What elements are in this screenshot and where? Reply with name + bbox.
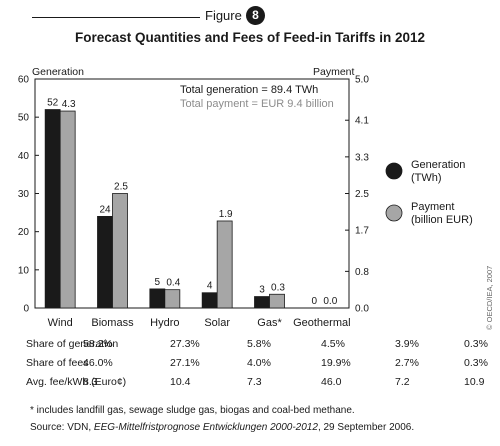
stats-cell: 27.1% [170,357,200,369]
bar-generation [254,296,270,309]
source-title: EEG-Mittelfristprognose Entwicklungen 20… [93,422,318,433]
bar-generation [97,215,113,309]
category-label: Wind [48,317,73,329]
bar-label-payment: 2.5 [114,182,128,193]
stats-row-label: Share of generation [26,338,119,350]
stats-cell: 3.9% [395,338,419,350]
bar-label-payment: 0.4 [166,278,180,289]
stats-cell: 19.9% [321,357,351,369]
total-generation-annotation: Total generation = 89.4 TWh [180,84,318,96]
chart: 01020304050600.00.81.72.53.34.15.0Genera… [18,66,473,329]
bar-label-generation: 3 [259,285,265,296]
left-tick-label: 20 [18,227,30,238]
legend-unit-payment: (billion EUR) [411,214,473,226]
bar-label-payment: 1.9 [219,209,233,220]
legend-label-payment: Payment [411,201,454,213]
stats-cell: 10.9 [464,376,485,388]
category-label: Gas* [257,317,282,329]
stats-cell: 8.3 [83,376,98,388]
legend-marker-generation [385,162,403,180]
right-tick-label: 3.3 [355,152,369,163]
bar-payment [59,110,76,309]
plot-frame [34,78,350,309]
left-tick-label: 0 [23,304,29,315]
stats-cell: 4.0% [247,357,271,369]
bar-label-payment: 4.3 [62,99,76,110]
left-tick-label: 10 [18,265,30,276]
bar-label-generation: 0 [312,296,318,307]
category-label: Solar [204,317,230,329]
bar-generation [149,288,166,309]
bar-label-payment: 0.3 [271,282,285,293]
stats-cell: 2.7% [395,357,419,369]
right-tick-label: 0.0 [355,304,369,315]
left-tick-label: 30 [18,189,30,200]
bar-generation [201,292,218,309]
stats-cell: 0.3% [464,357,488,369]
stats-cell: 0.3% [464,338,488,350]
stats-cell: 7.2 [395,376,410,388]
source-note: Source: VDN, EEG-Mittelfristprognose Ent… [30,422,414,433]
total-payment-annotation: Total payment = EUR 9.4 billion [180,98,334,110]
right-tick-label: 2.5 [355,189,369,200]
source-suffix: , 29 September 2006. [317,422,415,433]
source-prefix: Source: VDN, [30,422,94,433]
right-axis-label: Payment [313,66,355,78]
stats-cell: 27.3% [170,338,200,350]
copyright: © OECD/IEA, 2007 [485,265,494,330]
bar-payment [216,220,233,309]
left-tick-label: 50 [18,113,30,124]
left-tick-label: 40 [18,151,30,162]
bar-label-generation: 24 [99,204,111,215]
figure-rule [32,17,200,18]
stats-cell: 5.8% [247,338,271,350]
right-tick-label: 4.1 [355,116,369,127]
bar-label-generation: 52 [47,98,59,109]
stats-cell: 58.2% [83,338,113,350]
legend-label-generation: Generation [411,159,465,171]
right-tick-label: 1.7 [355,226,369,237]
legend-marker-payment [385,204,403,222]
bar-generation [44,109,61,309]
left-tick-label: 60 [18,75,30,86]
stats-cell: 4.5% [321,338,345,350]
category-label: Hydro [150,317,179,329]
stats-cell: 7.3 [247,376,262,388]
bar-label-generation: 5 [155,277,161,288]
footnote: * includes landfill gas, sewage sludge g… [30,405,355,416]
left-axis-label: Generation [32,66,84,78]
stats-row-label: Share of fees [26,357,89,369]
right-tick-label: 0.8 [355,267,369,278]
chart-title: Forecast Quantities and Fees of Feed-in … [74,30,426,45]
stats-cell: 46.0 [321,376,342,388]
bar-payment [112,193,128,309]
stats-cell: 10.4 [170,376,191,388]
category-label: Biomass [91,317,134,329]
bar-payment [269,293,285,309]
bar-payment [164,289,181,309]
bar-label-generation: 4 [207,281,213,292]
stats-cell: 46.0% [83,357,113,369]
stats-row-label: Avg. fee/kWh (Euro¢) [26,376,127,388]
right-tick-label: 5.0 [355,75,369,86]
bar-label-payment: 0.0 [323,296,337,307]
figure-label: Figure [205,8,242,23]
category-label: Geothermal [293,317,350,329]
figure-number-badge: 8 [246,6,265,25]
legend-unit-generation: (TWh) [411,172,442,184]
